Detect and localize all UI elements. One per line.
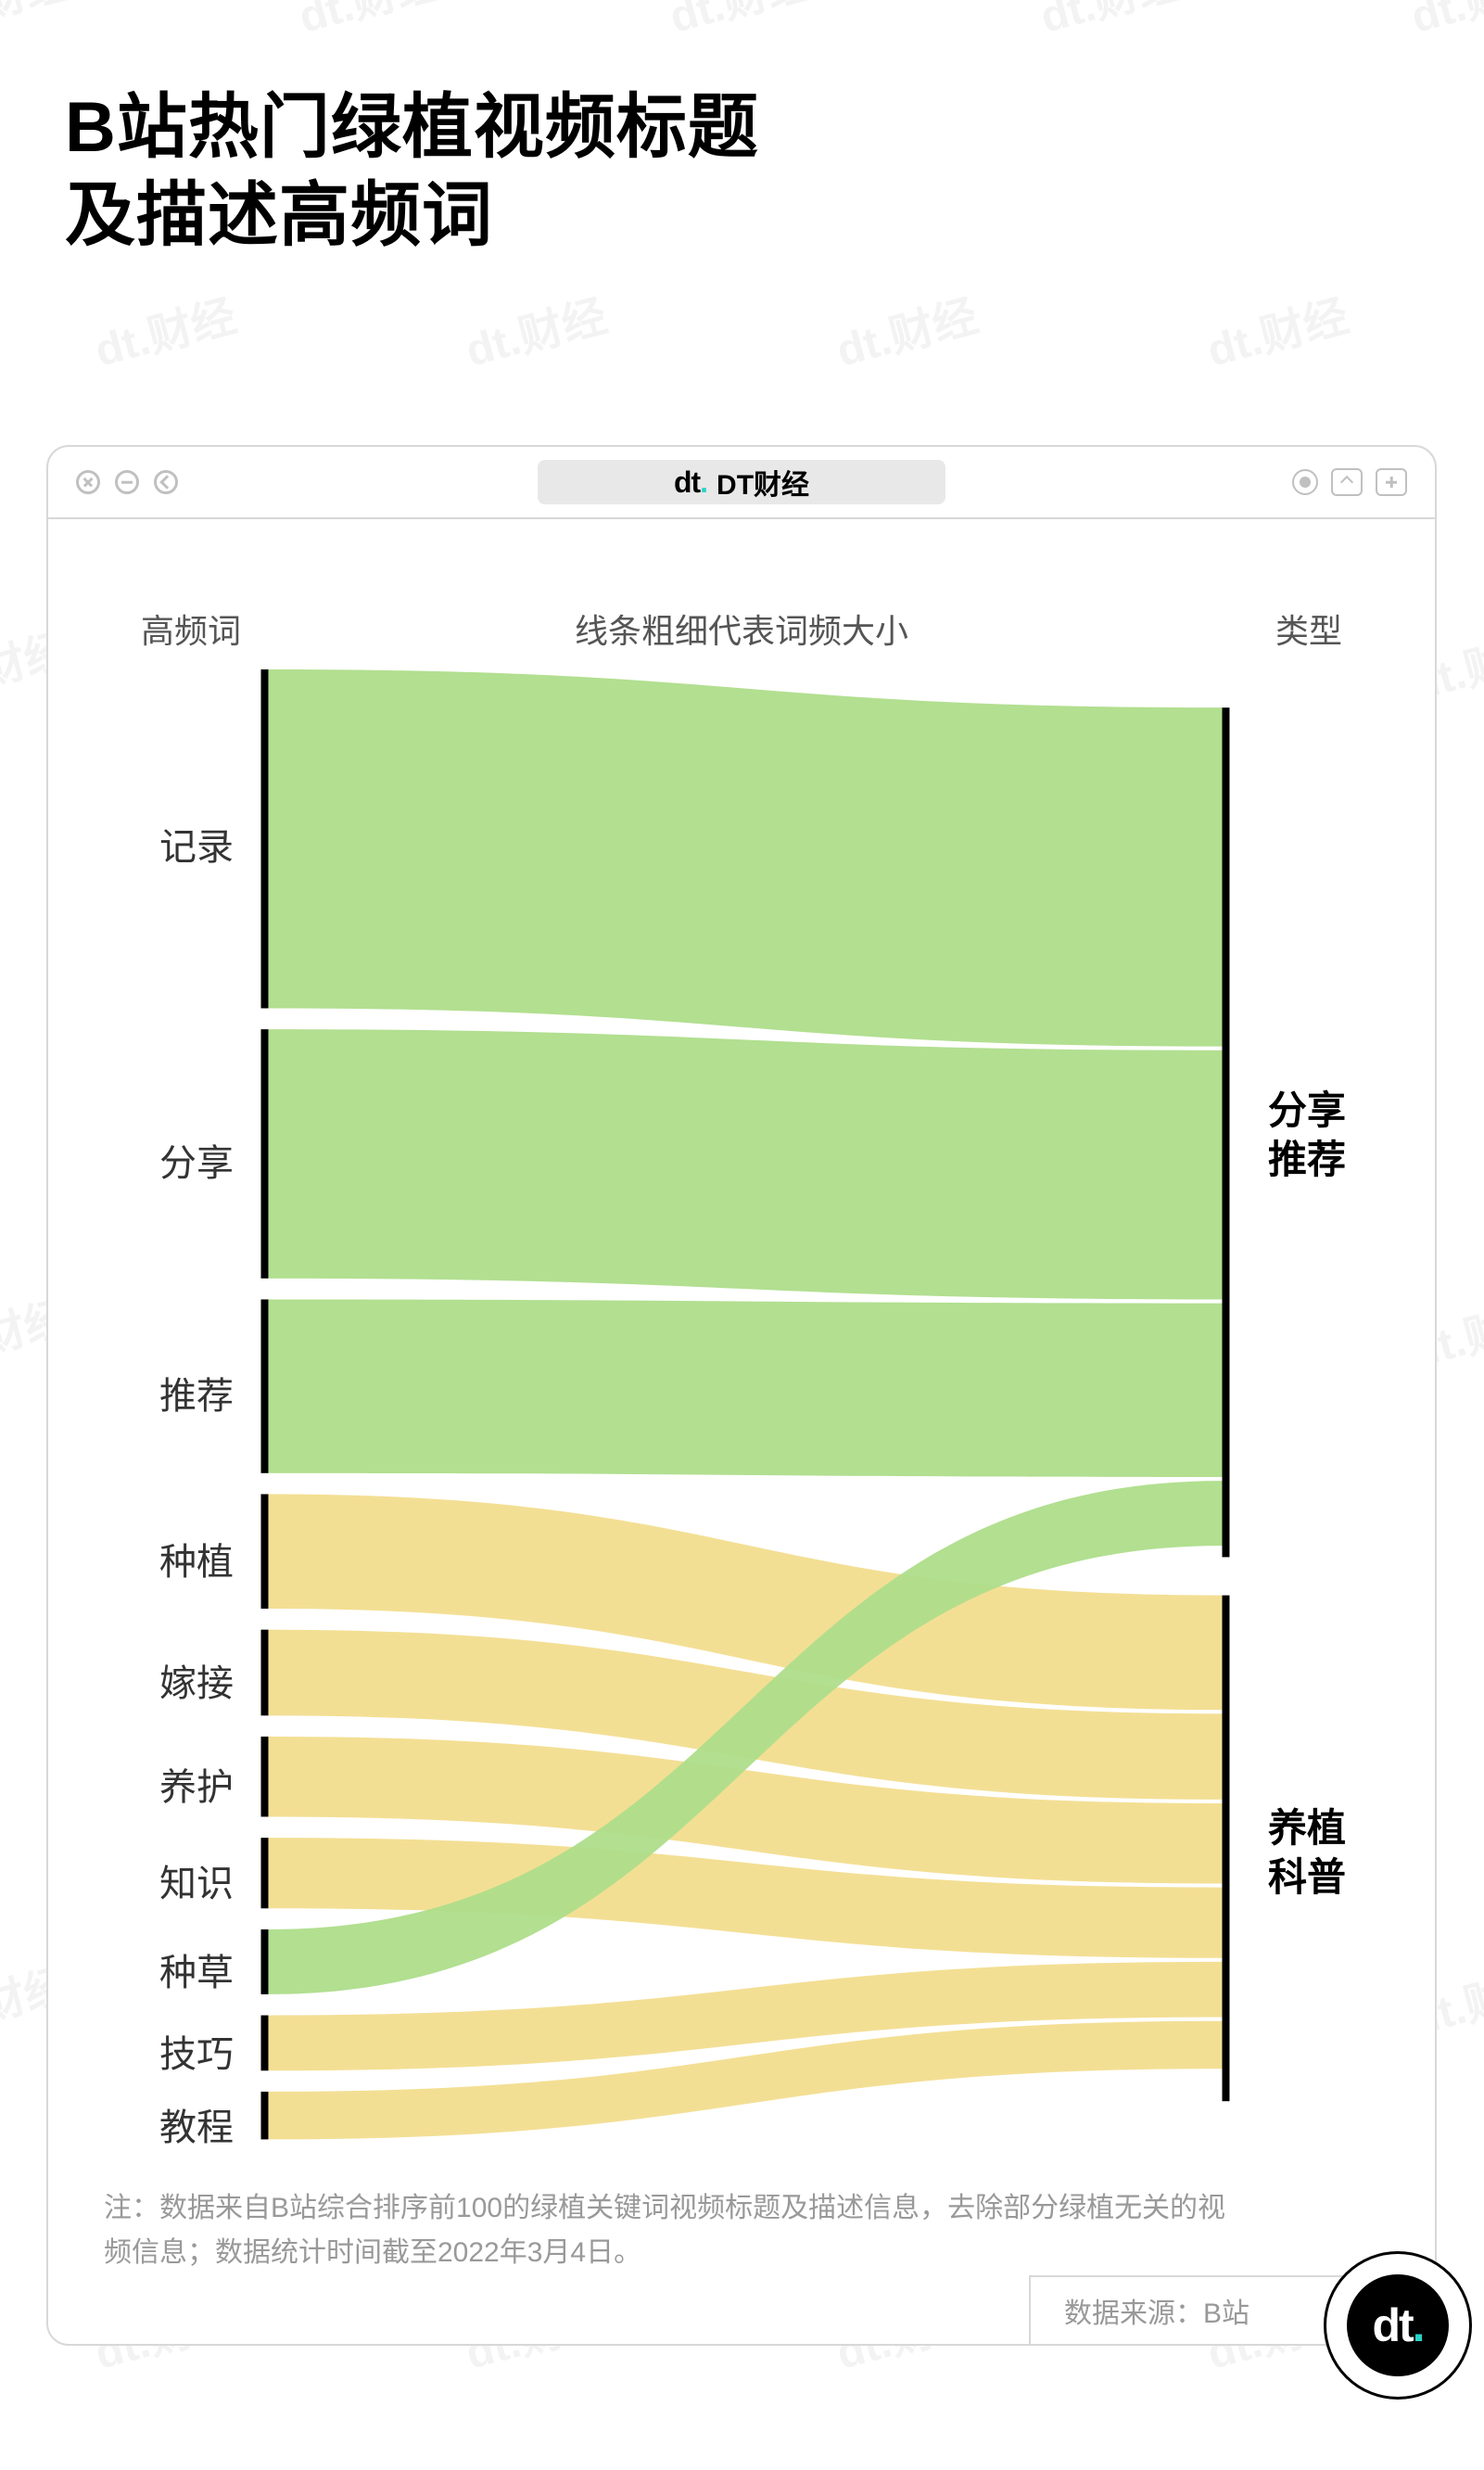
- sankey-right-label: 养植科普: [1268, 1804, 1361, 1902]
- address-box: dt. DT财经: [538, 460, 945, 504]
- sankey-left-label: 技巧: [122, 2024, 234, 2078]
- browser-right-icons: [1292, 468, 1407, 496]
- sankey-flow: [268, 1299, 1222, 1476]
- sankey-chart: [104, 669, 1379, 2158]
- watermark-text: dt.财经: [1199, 279, 1355, 379]
- watermark-text: dt.财经: [458, 279, 614, 379]
- dt-logo-icon: dt.: [674, 465, 707, 500]
- sankey-left-label: 推荐: [122, 1366, 234, 1420]
- title-line-2: 及描述高频词: [65, 172, 759, 260]
- sankey-left-node-bar: [261, 1029, 269, 1279]
- back-icon: [154, 470, 178, 494]
- sankey-left-node-bar: [261, 1737, 269, 1816]
- watermark-text: dt.财经: [1403, 0, 1484, 45]
- watermark-text: dt.财经: [291, 0, 447, 45]
- traffic-lights: [76, 470, 178, 494]
- sankey-left-node-bar: [261, 2092, 269, 2139]
- sankey-left-label: 教程: [122, 2097, 234, 2151]
- sankey-left-label: 分享: [122, 1133, 234, 1187]
- sankey-right-label: 分享推荐: [1268, 1087, 1361, 1184]
- chart-area: 高频词 线条粗细代表词频大小 类型 记录分享推荐种植嫁接养护知识种草技巧教程 分…: [104, 605, 1379, 2158]
- watermark-text: dt.财经: [87, 279, 243, 379]
- sankey-left-label: 嫁接: [122, 1653, 234, 1707]
- sankey-left-node-bar: [261, 1630, 269, 1716]
- column-header-center: 线条粗细代表词频大小: [575, 605, 908, 653]
- sankey-left-node-bar: [261, 1838, 269, 1908]
- browser-frame: dt. DT财经 高频词 线条粗细代表词频大小 类型 记录分享推荐种植嫁接养护知…: [46, 445, 1437, 2346]
- sankey-left-label: 知识: [122, 1853, 234, 1907]
- sankey-right-node-bar: [1222, 707, 1229, 1557]
- watermark-text: dt.财经: [1033, 0, 1188, 45]
- sankey-left-node-bar: [261, 1299, 269, 1472]
- close-icon: [76, 470, 100, 494]
- share-icon: [1331, 468, 1363, 496]
- sankey-left-label: 记录: [122, 817, 234, 871]
- column-header-left: 高频词: [141, 605, 241, 653]
- page-title: B站热门绿植视频标题 及描述高频词: [65, 83, 759, 260]
- brand-badge-inner: dt.: [1347, 2274, 1449, 2376]
- minimize-icon: [115, 470, 139, 494]
- browser-title-bar: dt. DT财经: [48, 447, 1435, 519]
- sankey-flow: [268, 669, 1222, 1047]
- sankey-right-node-bar: [1222, 1596, 1229, 2102]
- watermark-text: dt.财经: [662, 0, 818, 45]
- sankey-left-node-bar: [261, 2016, 269, 2071]
- watermark-text: dt.财经: [829, 279, 984, 379]
- sankey-left-label: 养护: [122, 1757, 234, 1811]
- sankey-flow: [268, 1029, 1222, 1299]
- footnote: 注：数据来自B站综合排序前100的绿植关键词视频标题及描述信息，去除部分绿植无关…: [104, 2186, 1231, 2275]
- address-label: DT财经: [717, 462, 809, 503]
- sankey-left-label: 种植: [122, 1532, 234, 1585]
- title-line-1: B站热门绿植视频标题: [65, 83, 759, 172]
- watermark-text: dt.财经: [0, 0, 75, 45]
- sankey-left-node-bar: [261, 1929, 269, 1994]
- column-header-right: 类型: [1275, 605, 1342, 653]
- new-tab-icon: [1376, 468, 1407, 496]
- sankey-left-node-bar: [261, 1494, 269, 1609]
- record-icon: [1292, 469, 1318, 495]
- sankey-left-label: 种草: [122, 1942, 234, 1996]
- brand-badge: dt.: [1324, 2251, 1472, 2400]
- sankey-left-node-bar: [261, 669, 269, 1008]
